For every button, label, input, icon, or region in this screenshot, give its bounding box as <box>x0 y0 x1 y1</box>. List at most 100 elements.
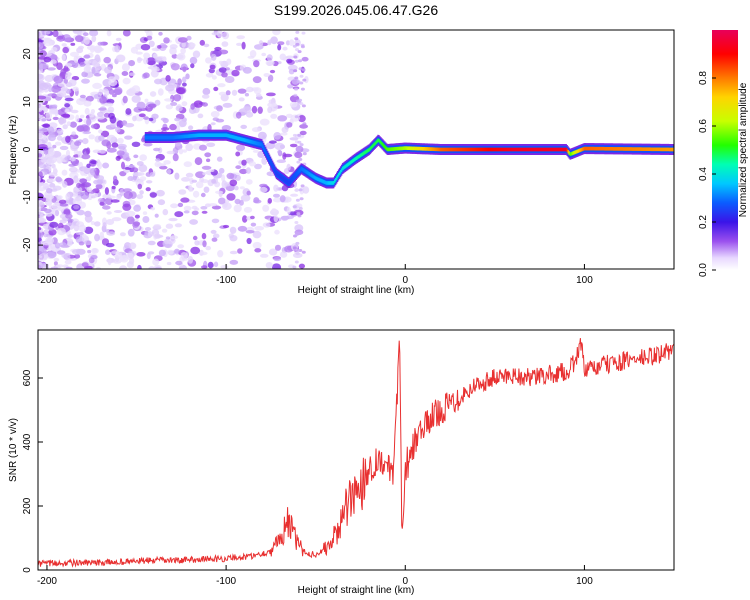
ridge-cell <box>241 137 243 142</box>
noise-speckle <box>116 150 125 156</box>
noise-speckle <box>235 144 246 152</box>
noise-speckle <box>94 221 101 227</box>
ridge-cell <box>334 179 336 183</box>
ridge-cell <box>612 147 615 151</box>
ridge-cell <box>462 147 464 152</box>
noise-speckle <box>163 37 170 44</box>
noise-speckle <box>290 114 301 122</box>
ridge-cell <box>405 146 408 150</box>
noise-speckle <box>217 83 226 88</box>
noise-speckle <box>52 116 59 121</box>
ridge-cell <box>251 140 253 144</box>
noise-speckle <box>183 210 190 214</box>
noise-speckle <box>38 175 41 183</box>
ridge-cell <box>527 147 529 152</box>
noise-speckle <box>65 266 73 269</box>
noise-speckle <box>38 95 47 100</box>
noise-speckle <box>127 228 135 237</box>
noise-speckle <box>102 162 110 169</box>
ridge-cell <box>555 147 558 152</box>
ridge-cell <box>590 146 592 151</box>
noise-speckle <box>174 223 182 228</box>
noise-speckle <box>167 249 174 255</box>
noise-speckle <box>216 156 223 162</box>
ridge-cell <box>633 147 635 151</box>
noise-speckle <box>112 259 122 264</box>
noise-speckle <box>154 99 161 106</box>
ridge-cell <box>306 170 308 175</box>
noise-speckle <box>165 84 175 92</box>
ridge-cell <box>619 147 622 151</box>
ridge-cell <box>431 147 433 151</box>
ridge-cell <box>301 167 303 171</box>
ridge-cell <box>437 147 439 152</box>
x-tick-label: 100 <box>576 576 593 587</box>
ridge-cell <box>244 138 246 142</box>
noise-speckle <box>83 37 90 45</box>
noise-speckle <box>162 57 167 62</box>
noise-speckle <box>197 113 204 119</box>
ridge-cell <box>515 147 517 152</box>
noise-speckle <box>56 128 64 134</box>
noise-speckle <box>189 219 199 225</box>
noise-speckle <box>259 118 270 126</box>
noise-speckle <box>216 30 223 38</box>
ridge-cell <box>196 133 198 138</box>
ridge-cell <box>212 133 215 137</box>
ridge-cell <box>587 146 589 151</box>
ridge-cell <box>332 181 334 185</box>
ridge-cell <box>216 133 219 137</box>
ridge-cell <box>583 146 585 151</box>
ridge-cell <box>363 151 365 155</box>
ridge-cell <box>640 147 642 151</box>
noise-speckle <box>98 107 107 111</box>
noise-speckle <box>56 135 63 141</box>
noise-speckle <box>277 44 282 51</box>
noise-speckle <box>149 192 157 198</box>
noise-speckle <box>47 93 57 97</box>
ridge-cell <box>518 147 520 152</box>
noise-speckle <box>174 172 180 180</box>
ridge-cell <box>568 151 570 155</box>
noise-speckle <box>110 121 116 128</box>
ridge-cell <box>187 134 189 138</box>
noise-speckle <box>38 237 42 242</box>
noise-speckle <box>221 125 232 131</box>
ridge-cell <box>234 135 236 140</box>
ridge-cell <box>560 147 562 152</box>
noise-speckle <box>252 241 262 249</box>
spectrogram-x-label: Height of straight line (km) <box>298 285 415 296</box>
ridge-cell <box>588 146 590 151</box>
noise-speckle <box>128 242 137 250</box>
ridge-cell <box>630 147 632 151</box>
noise-speckle <box>149 91 157 97</box>
noise-speckle <box>281 126 289 133</box>
noise-speckle <box>99 149 106 154</box>
noise-speckle <box>77 150 83 159</box>
ridge-cell <box>667 147 669 152</box>
noise-speckle <box>86 147 91 155</box>
ridge-cell <box>628 147 630 151</box>
noise-speckle <box>206 158 211 163</box>
ridge-cell <box>492 147 494 152</box>
ridge-cell <box>148 135 151 140</box>
noise-speckle <box>254 248 262 253</box>
ridge-cell <box>171 135 173 140</box>
ridge-cell <box>269 160 272 164</box>
noise-speckle <box>50 59 57 64</box>
noise-speckle <box>147 103 157 109</box>
ridge-cell <box>406 146 409 150</box>
ridge-cell <box>222 133 224 137</box>
colorbar-tick-label: 0.0 <box>698 263 709 277</box>
ridge-cell <box>154 135 156 140</box>
noise-speckle <box>221 174 226 182</box>
ridge-cell <box>463 147 465 152</box>
noise-speckle <box>287 84 294 89</box>
ridge-cell <box>283 177 286 182</box>
noise-speckle <box>100 130 110 138</box>
ridge-cell <box>556 147 559 152</box>
noise-speckle <box>300 87 305 91</box>
snr-y-ticks: 0 200 400 600 <box>22 369 43 573</box>
noise-speckle <box>201 210 208 214</box>
noise-speckle <box>38 211 44 215</box>
